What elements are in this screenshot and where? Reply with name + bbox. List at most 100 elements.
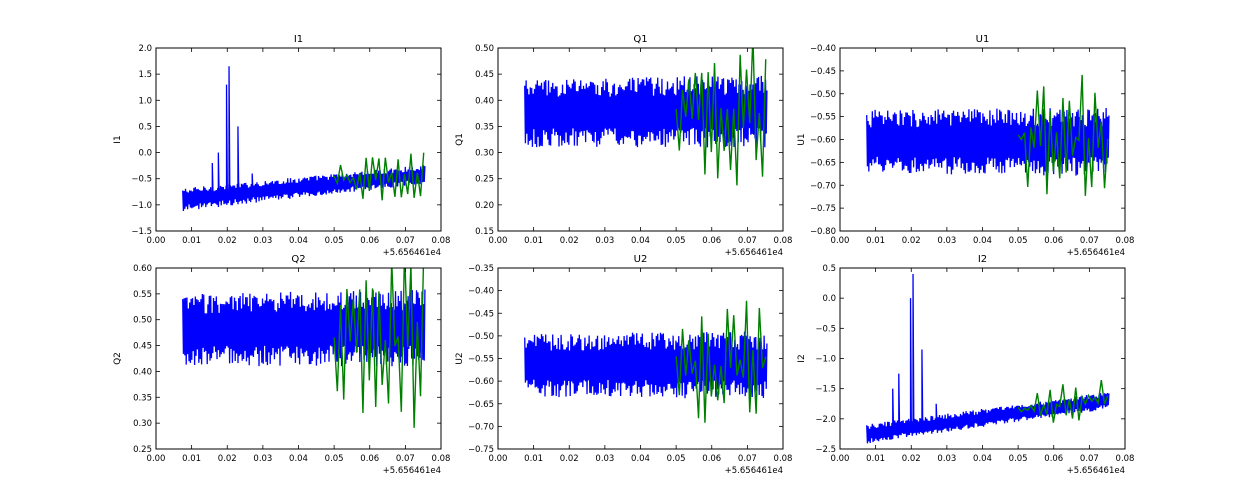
x-axis-offset-label: +5.656461e4 (1067, 466, 1125, 476)
y-tick-label: −2.5 (815, 445, 836, 455)
x-tick-label: 0.00 (831, 236, 850, 246)
x-tick-label: 0.00 (489, 236, 508, 246)
series-green-line (675, 300, 767, 423)
y-tick-label: 0.20 (475, 201, 494, 211)
x-tick-label: 0.01 (524, 454, 543, 464)
x-tick-label: 0.07 (396, 454, 415, 464)
subplot-title: U1 (976, 34, 990, 45)
y-tick-label: −0.60 (810, 136, 836, 146)
x-tick-label: 0.00 (147, 236, 166, 246)
y-tick-label: 0.45 (475, 70, 494, 80)
x-tick-label: 0.07 (1080, 454, 1099, 464)
x-tick-label: 0.03 (595, 454, 614, 464)
x-tick-label: 0.02 (218, 236, 237, 246)
subplot-title: Q1 (633, 34, 647, 45)
subplot-u1: 0.00 0.01 0.02 0.03 0.04 0.05 0.06 0.07 0.08 −0.8… (797, 34, 1134, 258)
y-tick-label: 0.30 (475, 149, 494, 159)
x-tick-label: 0.06 (702, 454, 721, 464)
x-tick-label: 0.05 (667, 454, 686, 464)
y-tick-label: 0.60 (133, 264, 152, 274)
y-tick-label: 0.5 (822, 264, 836, 274)
x-tick-label: 0.08 (774, 236, 793, 246)
x-tick-label: 0.04 (289, 454, 308, 464)
series-green-line (333, 152, 425, 201)
subplot-title: Q2 (291, 254, 305, 265)
x-tick-label: 0.03 (253, 236, 272, 246)
y-tick-label: 0.15 (475, 227, 494, 237)
subplot-i1: 0.00 0.01 0.02 0.03 0.04 0.05 0.06 0.07 0.08 −1.5… (113, 34, 450, 258)
y-tick-label: 0.25 (133, 445, 152, 455)
x-axis-offset-label: +5.656461e4 (383, 248, 441, 258)
y-tick-label: −0.40 (810, 44, 836, 54)
y-tick-label: −0.50 (468, 332, 494, 342)
subplot-title: I1 (294, 34, 303, 45)
series-blue-line (866, 274, 1110, 444)
x-tick-label: 0.08 (432, 236, 451, 246)
y-tick-label: −0.35 (468, 264, 494, 274)
x-tick-label: 0.08 (432, 454, 451, 464)
x-tick-label: 0.02 (902, 236, 921, 246)
x-tick-label: 0.02 (560, 236, 579, 246)
subplot-i2: 0.00 0.01 0.02 0.03 0.04 0.05 0.06 0.07 0.08 −2.5… (797, 254, 1134, 476)
y-tick-label: 0.40 (475, 96, 494, 106)
x-tick-label: 0.04 (631, 454, 650, 464)
y-axis-label: U1 (797, 133, 807, 145)
y-tick-label: −0.45 (810, 67, 836, 77)
y-tick-label: −0.80 (810, 227, 836, 237)
x-tick-label: 0.06 (702, 236, 721, 246)
x-tick-label: 0.01 (866, 454, 885, 464)
subplot-title: I2 (978, 254, 987, 265)
x-tick-label: 0.07 (738, 454, 757, 464)
x-tick-label: 0.07 (396, 236, 415, 246)
x-tick-label: 0.01 (866, 236, 885, 246)
x-tick-label: 0.06 (360, 454, 379, 464)
y-axis-label: I1 (113, 135, 123, 143)
y-tick-label: −1.0 (131, 201, 152, 211)
x-tick-label: 0.04 (289, 236, 308, 246)
x-tick-label: 0.04 (973, 236, 992, 246)
y-tick-label: 0.5 (138, 122, 152, 132)
series-blue-line (182, 289, 426, 367)
series-blue-line (524, 331, 768, 399)
x-tick-label: 0.08 (1116, 454, 1135, 464)
y-tick-label: 0.35 (475, 122, 494, 132)
series-green-line (675, 48, 767, 186)
subplot-u2: 0.00 0.01 0.02 0.03 0.04 0.05 0.06 0.07 0.08 −0.7… (455, 254, 792, 476)
y-tick-label: 0.40 (133, 367, 152, 377)
x-tick-label: 0.00 (489, 454, 508, 464)
subplot-title: U2 (634, 254, 648, 265)
y-tick-label: −0.65 (810, 158, 836, 168)
x-axis-offset-label: +5.656461e4 (1067, 248, 1125, 258)
y-tick-label: −2.0 (815, 415, 836, 425)
y-axis-label: Q1 (455, 133, 465, 146)
x-tick-label: 0.07 (1080, 236, 1099, 246)
x-tick-label: 0.01 (182, 454, 201, 464)
y-axis-label: I2 (797, 354, 807, 362)
y-tick-label: 2.0 (138, 44, 152, 54)
y-tick-label: −0.55 (468, 355, 494, 365)
x-tick-label: 0.08 (774, 454, 793, 464)
x-tick-label: 0.03 (937, 454, 956, 464)
x-tick-label: 0.04 (973, 454, 992, 464)
x-axis-offset-label: +5.656461e4 (725, 248, 783, 258)
x-tick-label: 0.00 (147, 454, 166, 464)
y-tick-label: 1.5 (138, 70, 152, 80)
x-tick-label: 0.03 (937, 236, 956, 246)
y-tick-label: −1.0 (815, 355, 836, 365)
x-tick-label: 0.01 (182, 236, 201, 246)
y-tick-label: 0.45 (133, 342, 152, 352)
y-tick-label: 0.55 (133, 290, 152, 300)
x-tick-label: 0.05 (667, 236, 686, 246)
y-tick-label: 0.35 (133, 393, 152, 403)
y-tick-label: 0.30 (133, 419, 152, 429)
subplot-q2: 0.00 0.01 0.02 0.03 0.04 0.05 0.06 0.07 0.08 0.25… (113, 254, 451, 476)
y-tick-label: 1.0 (138, 96, 152, 106)
y-tick-label: 0.50 (475, 44, 494, 54)
x-axis-offset-label: +5.656461e4 (383, 466, 441, 476)
x-tick-label: 0.01 (524, 236, 543, 246)
y-tick-label: 0.0 (822, 294, 836, 304)
x-tick-label: 0.05 (1009, 236, 1028, 246)
x-tick-label: 0.04 (631, 236, 650, 246)
y-tick-label: −0.50 (810, 90, 836, 100)
